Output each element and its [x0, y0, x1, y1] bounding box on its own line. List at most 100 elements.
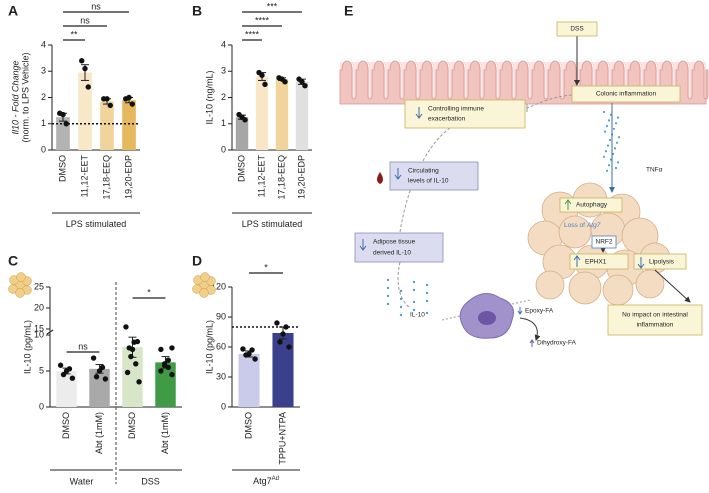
panel-label: A	[8, 3, 18, 19]
bar	[235, 117, 249, 150]
data-point	[252, 356, 258, 362]
y-tick-label: 3	[41, 66, 46, 76]
tnf-dot	[603, 130, 607, 133]
il10-dot	[425, 283, 429, 287]
y-tick-label: 20	[34, 302, 44, 312]
y-tick-label: 1	[41, 118, 46, 128]
y-axis-label: Il10 - Fold Change	[10, 60, 20, 134]
il10-dot	[386, 294, 390, 298]
label: inflammation	[637, 322, 674, 329]
box	[559, 197, 623, 213]
y-axis-label: IL-10 (pg/mL)	[22, 320, 32, 374]
x-axis-label: Atg7Ad	[253, 476, 279, 487]
data-point	[99, 364, 106, 371]
down-arrow	[394, 168, 402, 180]
bar	[295, 81, 309, 150]
bar	[155, 362, 176, 407]
tnf-dot	[604, 150, 608, 153]
label: DSS	[570, 26, 584, 33]
tnf-dot	[617, 136, 621, 139]
box	[633, 253, 687, 270]
tnf-dot	[605, 124, 609, 128]
y-tick-label: 4	[221, 39, 226, 49]
y-tick-label: 2	[221, 92, 226, 102]
tnf-dot	[607, 164, 611, 167]
group-label: Water	[70, 476, 94, 486]
x-tick-label: 19,20-EDP	[296, 155, 306, 199]
data-point	[283, 324, 289, 330]
data-point	[69, 375, 76, 381]
data-point	[82, 65, 88, 72]
tnf-dot	[612, 127, 616, 130]
adipocyte-icon	[199, 288, 209, 298]
x-tick-label: 17,18-EEQ	[101, 155, 111, 200]
data-point	[262, 81, 268, 88]
data-point	[280, 331, 286, 337]
data-point	[236, 111, 242, 118]
adipocyte-icon	[16, 272, 26, 282]
adipocyte-icon	[15, 288, 25, 298]
y-axis-label: IL-10 (ng/mL)	[204, 70, 214, 124]
data-point	[101, 96, 107, 102]
label: Controlling immune	[428, 106, 484, 113]
label: Epoxy-FA	[525, 308, 554, 315]
y-tick-label: 4	[41, 39, 46, 49]
data-point	[274, 320, 280, 326]
data-point	[57, 362, 64, 368]
data-point	[136, 379, 142, 385]
adipocyte	[568, 271, 602, 305]
panel-label: E	[344, 3, 353, 19]
tnf-dot	[608, 138, 612, 142]
il10-dot	[425, 311, 429, 315]
bar	[89, 368, 110, 407]
label: EPHX1	[585, 259, 607, 266]
il10-dot	[412, 288, 416, 292]
arrow	[654, 269, 691, 303]
dashed-link	[397, 261, 411, 309]
data-point	[90, 355, 97, 361]
bar	[100, 101, 114, 150]
data-point	[63, 121, 69, 127]
data-point	[60, 371, 67, 378]
cytokine-dots	[386, 110, 621, 317]
data-point	[158, 346, 164, 353]
x-tick-label: 11,12-EET	[256, 155, 266, 198]
il10-dot	[399, 305, 403, 309]
down-arrow	[517, 307, 523, 315]
blood-drop	[377, 172, 383, 184]
x-axis-label-text: LPS stimulated	[66, 219, 127, 229]
data-point	[123, 324, 129, 330]
label: IL-10	[410, 312, 425, 319]
y-tick-label: 30	[216, 371, 226, 381]
y-tick-label: 3	[221, 66, 226, 76]
data-point	[102, 376, 109, 382]
panel-label: B	[192, 3, 202, 19]
il10-dot	[386, 278, 390, 282]
box	[404, 99, 526, 129]
box	[556, 21, 598, 37]
tnf-dot	[616, 161, 620, 164]
x-axis-label: LPS stimulated	[242, 219, 303, 229]
down-arrow	[415, 107, 423, 119]
x-axis-label-sup: Ad	[272, 476, 279, 482]
adipocyte	[635, 269, 665, 299]
data-point	[240, 346, 246, 352]
arrow	[519, 317, 541, 341]
data-point	[165, 357, 171, 363]
bar	[238, 354, 260, 407]
il10-dot	[399, 289, 403, 293]
y-tick-label: 60	[216, 341, 226, 351]
data-point	[161, 361, 168, 367]
x-axis-label-text: LPS stimulated	[242, 219, 303, 229]
data-point	[124, 369, 131, 376]
label: derived IL-10	[373, 250, 411, 257]
y-tick-label: 5	[39, 365, 44, 375]
y-tick-label: 15	[34, 323, 44, 333]
data-point	[126, 345, 132, 351]
x-axis-label: LPS stimulated	[66, 219, 127, 229]
label: Lipolysis	[649, 259, 675, 266]
y-tick-label: 1	[221, 118, 226, 128]
data-point	[107, 102, 113, 109]
bar	[255, 76, 269, 150]
